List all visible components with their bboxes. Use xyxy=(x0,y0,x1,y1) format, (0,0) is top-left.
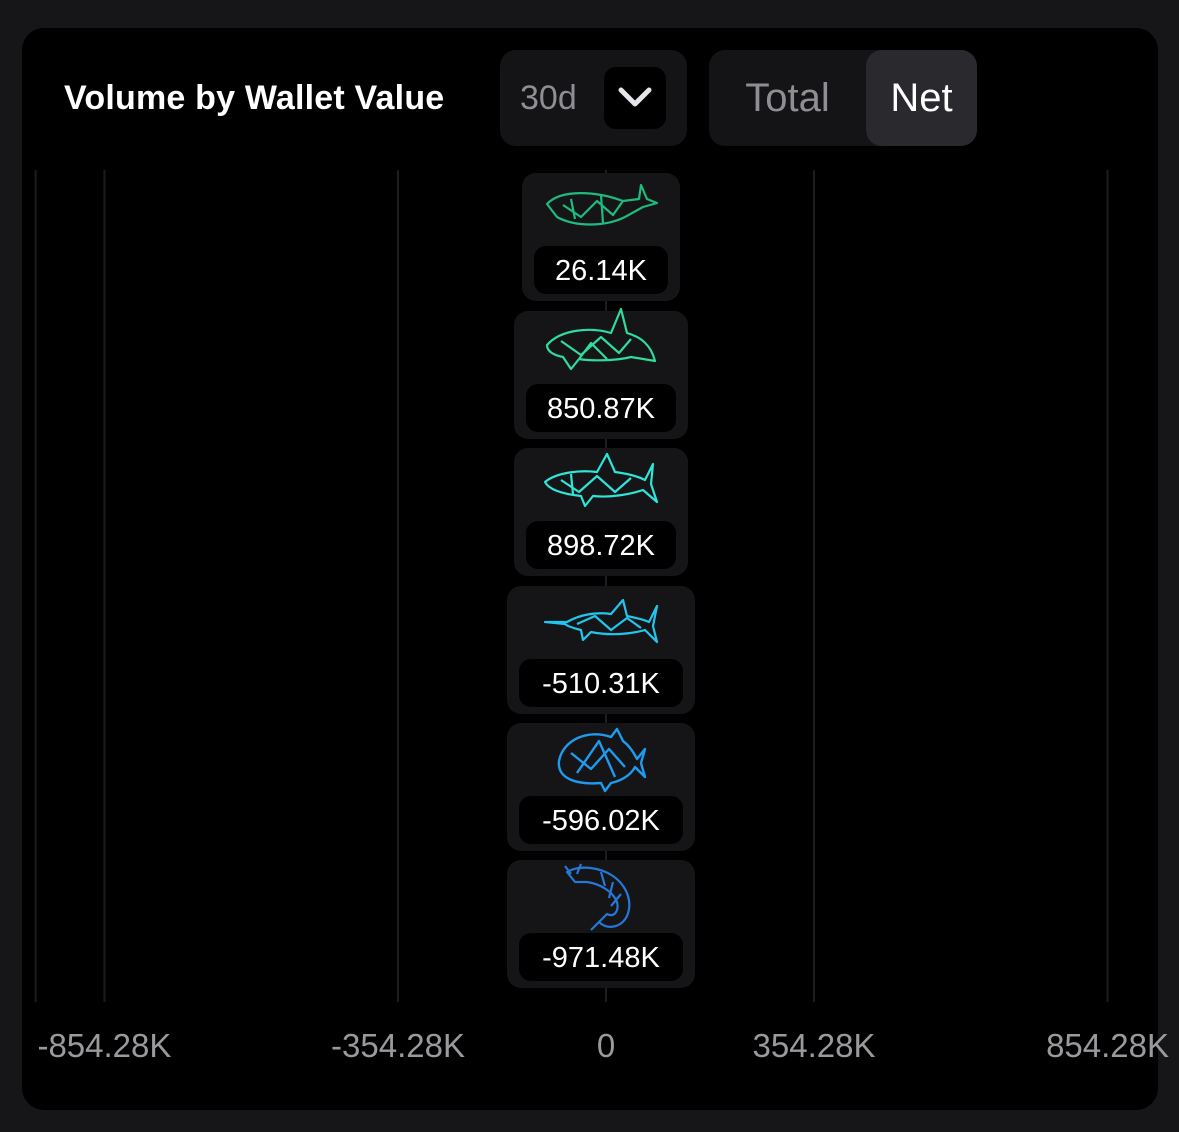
x-tick-label: 0 xyxy=(597,1027,615,1064)
x-tick-label: 354.28K xyxy=(753,1027,876,1064)
total-net-toggle: Total Net xyxy=(709,50,977,146)
fish-icon xyxy=(557,727,647,793)
period-value: 30d xyxy=(520,79,577,117)
dropdown-button[interactable] xyxy=(604,67,666,129)
x-tick-label: 854.28K xyxy=(1046,1027,1169,1064)
whale-icon xyxy=(545,183,659,226)
chart-title: Volume by Wallet Value xyxy=(64,79,445,117)
swordfish-icon xyxy=(543,598,659,644)
toggle-total[interactable]: Total xyxy=(745,76,830,120)
x-tick-label: -354.28K xyxy=(331,1027,465,1064)
bars xyxy=(30,367,1140,928)
value-label: -971.48K xyxy=(542,942,660,974)
value-label: 850.87K xyxy=(547,393,656,425)
toggle-net[interactable]: Net xyxy=(866,50,977,146)
shark-icon xyxy=(543,452,659,508)
value-pill xyxy=(519,933,683,981)
x-axis-ticks: -854.28K -354.28K 0 354.28K 854.28K xyxy=(37,1027,1169,1064)
value-pill xyxy=(526,521,676,569)
category-cards: 26.14K 850.87K 898.72K -510.31K -596.02K -971… xyxy=(507,173,695,988)
value-label: -596.02K xyxy=(542,805,660,837)
value-pill xyxy=(519,659,683,707)
orca-icon xyxy=(545,307,657,371)
chevron-down-icon xyxy=(618,87,652,107)
value-pill xyxy=(534,246,668,294)
value-pill xyxy=(519,796,683,844)
shrimp-icon xyxy=(564,863,631,931)
period-dropdown[interactable]: 30d xyxy=(500,50,687,146)
x-tick-label: -854.28K xyxy=(37,1027,171,1064)
value-label: 898.72K xyxy=(547,530,656,562)
value-label: -510.31K xyxy=(542,668,660,700)
value-label: 26.14K xyxy=(555,255,648,287)
value-pill xyxy=(526,384,676,432)
